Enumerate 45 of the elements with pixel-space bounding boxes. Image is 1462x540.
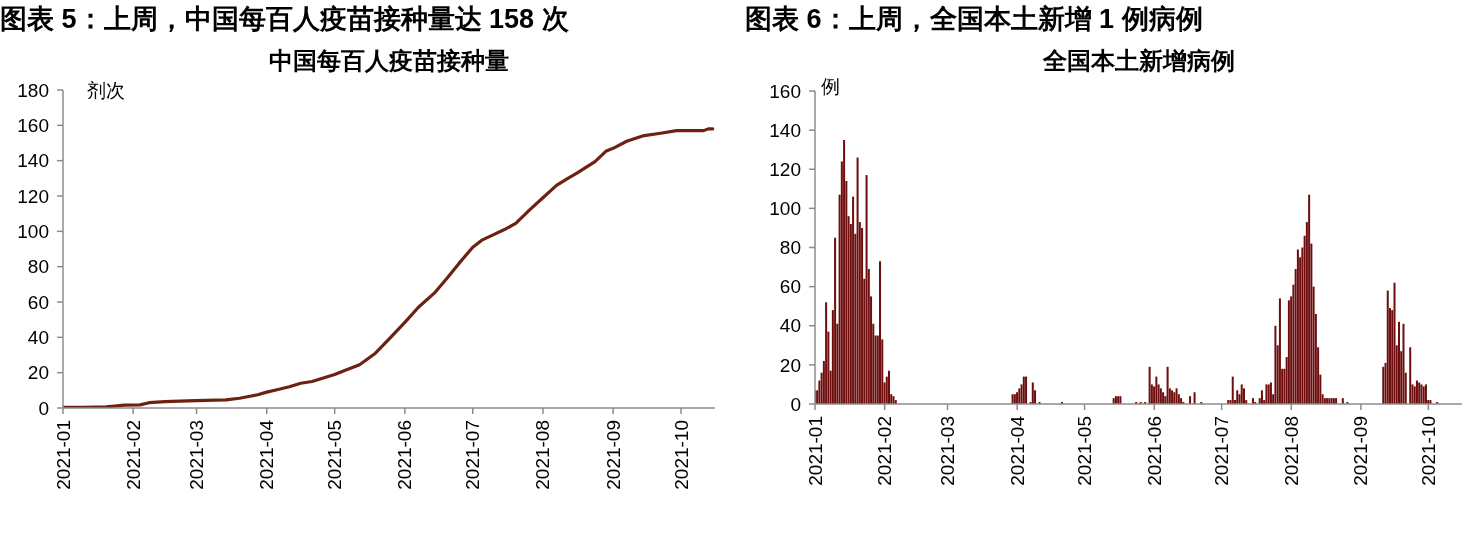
chart-subtitle: 中国每百人疫苗接种量	[268, 46, 510, 76]
y-tick-label: 120	[769, 158, 801, 180]
x-tick-label: 2021-06	[1143, 416, 1165, 486]
x-tick-label: 2021-05	[1074, 416, 1096, 486]
x-tick-label: 2021-04	[1006, 415, 1028, 486]
x-tick-label: 2021-07	[1211, 416, 1233, 486]
y-axis-title: 剂次	[87, 79, 125, 103]
y-tick-label: 80	[27, 256, 49, 278]
y-tick-label: 180	[17, 79, 49, 101]
y-tick-label: 40	[27, 327, 49, 349]
x-tick-label: 2021-10	[670, 420, 692, 490]
y-tick-label: 140	[769, 119, 801, 141]
x-tick-label: 2021-06	[394, 420, 416, 490]
x-tick-label: 2021-01	[804, 416, 826, 486]
y-tick-label: 20	[27, 362, 49, 384]
y-tick-label: 80	[779, 237, 801, 259]
y-tick-label: 120	[17, 185, 49, 207]
y-tick-label: 140	[17, 150, 49, 172]
x-tick-label: 2021-10	[1417, 416, 1439, 486]
x-tick-label: 2021-02	[874, 416, 896, 486]
y-tick-label: 20	[779, 354, 801, 376]
chart-title: 图表 5：上周，中国每百人疫苗接种量达 158 次	[0, 3, 569, 36]
y-tick-label: 40	[779, 315, 801, 337]
x-tick-label: 2021-04	[256, 419, 278, 490]
chart-subtitle: 全国本土新增病例	[1041, 46, 1236, 76]
y-tick-label: 60	[27, 291, 49, 313]
y-tick-label: 100	[769, 198, 801, 220]
y-tick-label: 100	[17, 221, 49, 243]
chart-title: 图表 6：上周，全国本土新增 1 例病例	[745, 3, 1203, 36]
x-tick-label: 2021-03	[937, 416, 959, 486]
x-tick-label: 2021-08	[532, 420, 554, 490]
y-axis-title: 例	[821, 75, 840, 99]
x-tick-label: 2021-09	[602, 420, 624, 490]
y-tick-label: 0	[790, 393, 801, 415]
y-tick-label: 160	[769, 80, 801, 102]
x-tick-label: 2021-07	[462, 420, 484, 490]
x-tick-label: 2021-09	[1350, 416, 1372, 486]
y-tick-label: 60	[779, 276, 801, 298]
x-tick-label: 2021-05	[324, 420, 346, 490]
y-tick-label: 160	[17, 115, 49, 137]
y-tick-label: 0	[38, 397, 49, 419]
x-tick-label: 2021-08	[1280, 416, 1302, 486]
x-tick-label: 2021-01	[52, 420, 74, 490]
x-tick-label: 2021-03	[186, 420, 208, 490]
x-tick-label: 2021-02	[122, 420, 144, 490]
